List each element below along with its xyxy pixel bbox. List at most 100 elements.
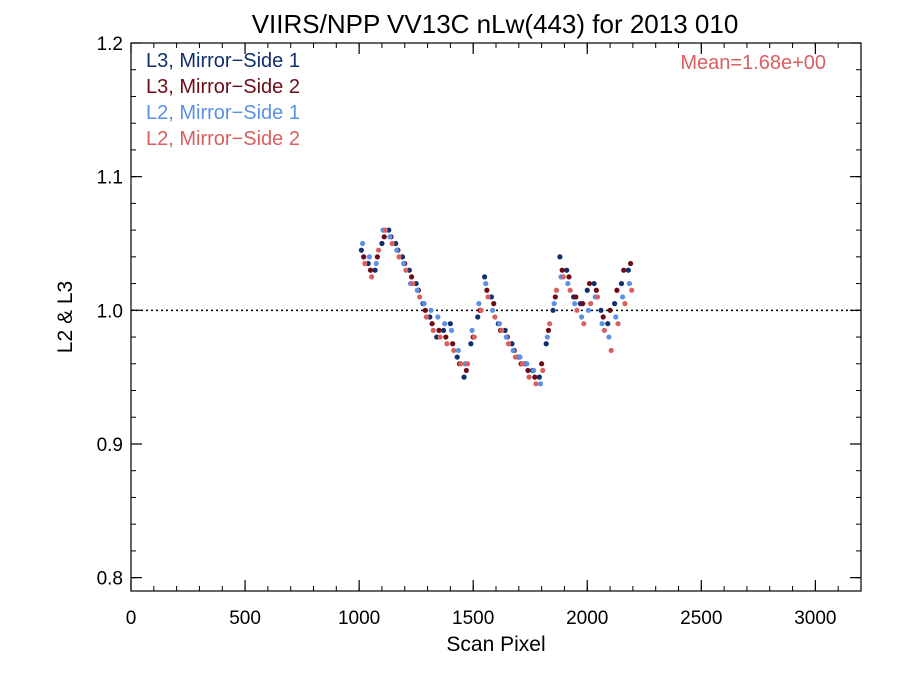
data-point — [389, 240, 395, 247]
x-axis-label: Scan Pixel — [446, 633, 545, 656]
data-point — [503, 334, 509, 340]
data-point — [454, 354, 460, 360]
data-point — [469, 327, 475, 333]
data-point — [468, 341, 474, 347]
data-point — [544, 334, 550, 340]
x-tick-label: 2000 — [566, 608, 608, 629]
data-point — [367, 267, 374, 273]
data-point — [451, 347, 457, 354]
mean-annotation: Mean=1.68e+00 — [680, 52, 826, 74]
data-point — [600, 314, 606, 320]
data-point — [496, 321, 503, 327]
data-point — [601, 327, 607, 333]
data-point — [484, 287, 490, 293]
data-point — [573, 294, 579, 300]
data-point — [566, 274, 572, 280]
x-tick-label: 3000 — [794, 608, 836, 629]
data-point — [551, 301, 557, 307]
data-point — [373, 260, 379, 267]
data-point — [382, 227, 388, 233]
data-point — [461, 374, 467, 380]
legend: L3, Mirror−Side 1 L3, Mirror−Side 2 L2, Mi… — [146, 50, 300, 150]
data-point — [489, 307, 496, 313]
data-point — [428, 307, 434, 313]
data-point — [510, 347, 516, 354]
series-4 — [362, 227, 635, 387]
data-point — [437, 334, 443, 340]
y-tick-label: 0.8 — [97, 569, 123, 590]
data-point — [629, 287, 635, 293]
data-point — [492, 314, 498, 320]
axis-ticks: 0 500 1000 1500 2000 2500 3000 0.8 0.9 1.0 1.1 1.2 — [97, 34, 862, 629]
series-3 — [359, 227, 633, 387]
data-point — [410, 280, 416, 287]
data-point — [475, 314, 481, 320]
legend-entry: L2, Mirror−Side 2 — [146, 128, 300, 150]
data-point — [359, 240, 366, 247]
x-tick-label: 0 — [126, 608, 137, 629]
data-points — [358, 227, 635, 387]
data-point — [374, 254, 380, 260]
data-point — [550, 307, 556, 313]
data-point — [572, 301, 578, 307]
data-point — [543, 341, 549, 347]
data-point — [401, 260, 407, 267]
y-tick-label: 1.2 — [97, 34, 123, 55]
data-point — [606, 334, 612, 340]
data-point — [517, 354, 523, 360]
data-point — [585, 307, 591, 313]
data-point — [436, 327, 442, 333]
data-point — [444, 341, 450, 347]
data-point — [612, 301, 618, 307]
data-point — [476, 301, 482, 307]
data-point — [491, 301, 497, 307]
data-point — [625, 267, 631, 273]
data-point — [557, 254, 563, 260]
data-point — [627, 260, 634, 267]
data-point — [375, 247, 382, 253]
data-point — [621, 267, 627, 273]
data-point — [588, 301, 594, 307]
data-point — [358, 247, 365, 253]
data-point — [553, 287, 560, 293]
data-point — [540, 367, 546, 374]
y-tick-label: 1.1 — [97, 168, 123, 189]
data-point — [614, 287, 620, 293]
data-point — [533, 381, 539, 387]
data-point — [458, 361, 464, 367]
y-tick-label: 0.9 — [97, 435, 123, 456]
data-point — [605, 321, 611, 327]
data-point — [552, 294, 558, 300]
data-point — [586, 280, 593, 287]
data-point — [499, 327, 505, 333]
data-point — [421, 301, 427, 307]
data-point — [464, 361, 471, 367]
data-point — [580, 301, 586, 307]
data-point — [381, 234, 387, 240]
data-point — [532, 374, 538, 380]
data-point — [531, 367, 537, 374]
data-point — [414, 287, 420, 293]
data-point — [620, 294, 626, 300]
data-point — [447, 321, 453, 327]
data-point — [450, 341, 456, 347]
data-point — [525, 367, 531, 374]
data-point — [369, 274, 375, 280]
legend-entry: L2, Mirror−Side 1 — [146, 102, 300, 124]
data-point — [478, 307, 484, 313]
data-point — [505, 341, 512, 347]
data-point — [598, 307, 604, 313]
data-point — [559, 267, 565, 273]
y-tick-label: 1.0 — [97, 301, 123, 322]
data-point — [608, 347, 614, 354]
data-point — [615, 321, 621, 327]
data-point — [471, 334, 477, 340]
legend-entry: L3, Mirror−Side 1 — [146, 50, 300, 72]
data-point — [537, 381, 544, 387]
data-point — [594, 294, 601, 300]
data-point — [560, 274, 566, 280]
data-point — [526, 374, 532, 380]
data-point — [423, 314, 430, 320]
data-point — [481, 274, 488, 280]
